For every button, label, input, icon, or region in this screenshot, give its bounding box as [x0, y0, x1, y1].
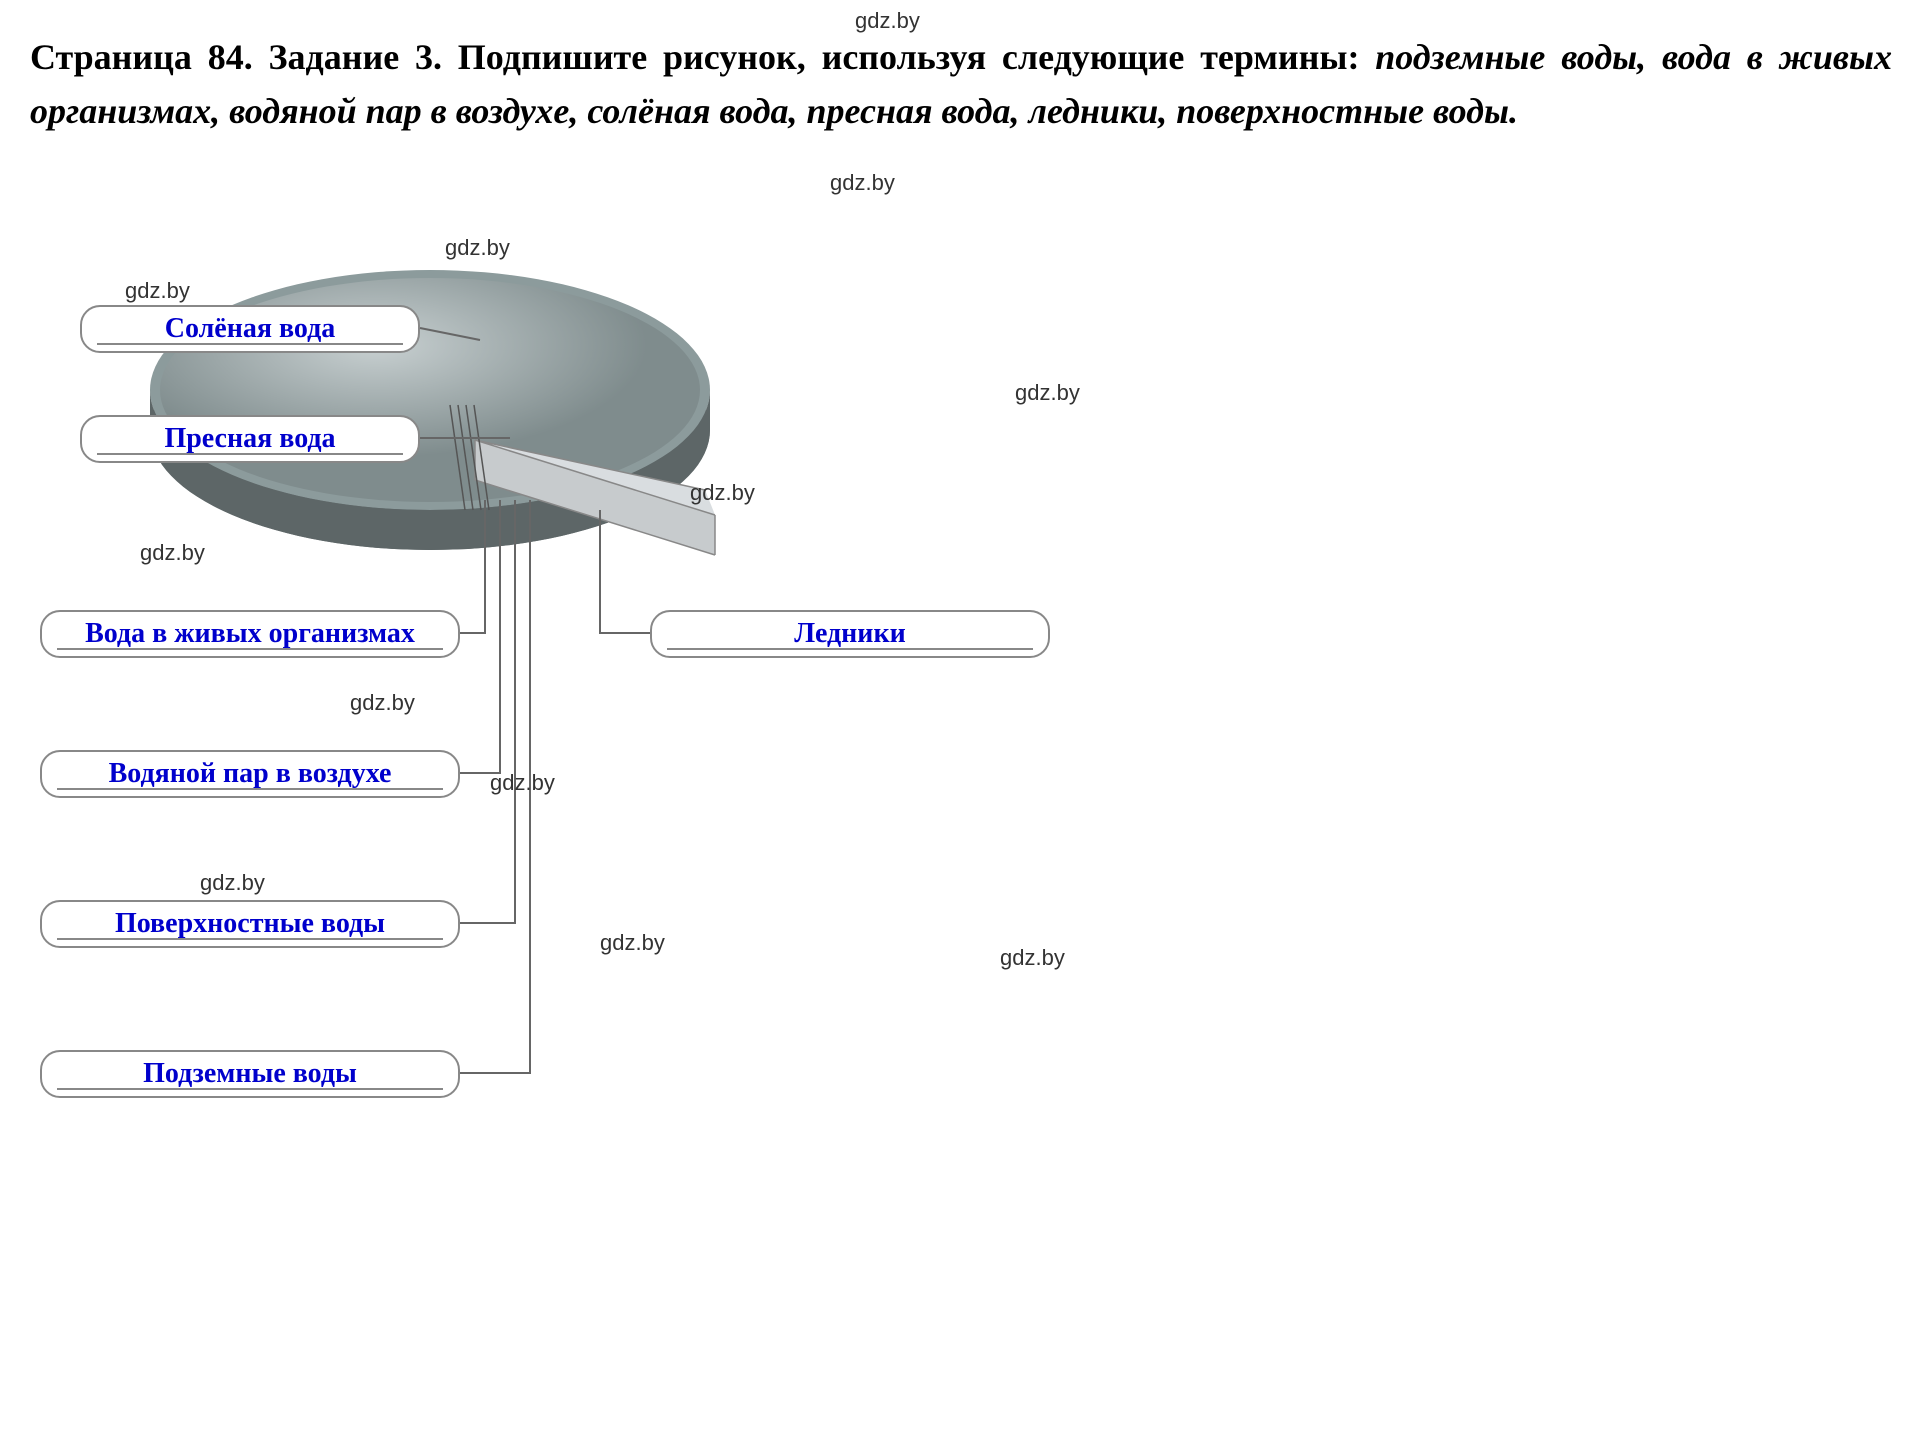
label-water-vapor: Водяной пар в воздухе	[40, 750, 460, 798]
label-text: Ледники	[794, 618, 905, 649]
label-text: Поверхностные воды	[115, 908, 385, 939]
task-heading: Страница 84. Задание 3. Подпишите рисуно…	[30, 30, 1892, 138]
label-text: Пресная вода	[164, 423, 335, 454]
watermark: gdz.by	[830, 170, 895, 196]
label-text: Водяной пар в воздухе	[109, 758, 392, 789]
label-text: Солёная вода	[165, 313, 336, 344]
label-glaciers: Ледники	[650, 610, 1050, 658]
label-fresh-water: Пресная вода	[80, 415, 420, 463]
heading-prefix: Страница 84. Задание 3. Подпишите рисуно…	[30, 37, 1375, 77]
label-surface-water: Поверхностные воды	[40, 900, 460, 948]
label-groundwater: Подземные воды	[40, 1050, 460, 1098]
label-salt-water: Солёная вода	[80, 305, 420, 353]
label-text: Вода в живых организмах	[85, 618, 415, 649]
diagram-area: Солёная вода Пресная вода Вода в живых о…	[30, 220, 1080, 1420]
label-living-organisms: Вода в живых организмах	[40, 610, 460, 658]
label-text: Подземные воды	[143, 1058, 357, 1089]
